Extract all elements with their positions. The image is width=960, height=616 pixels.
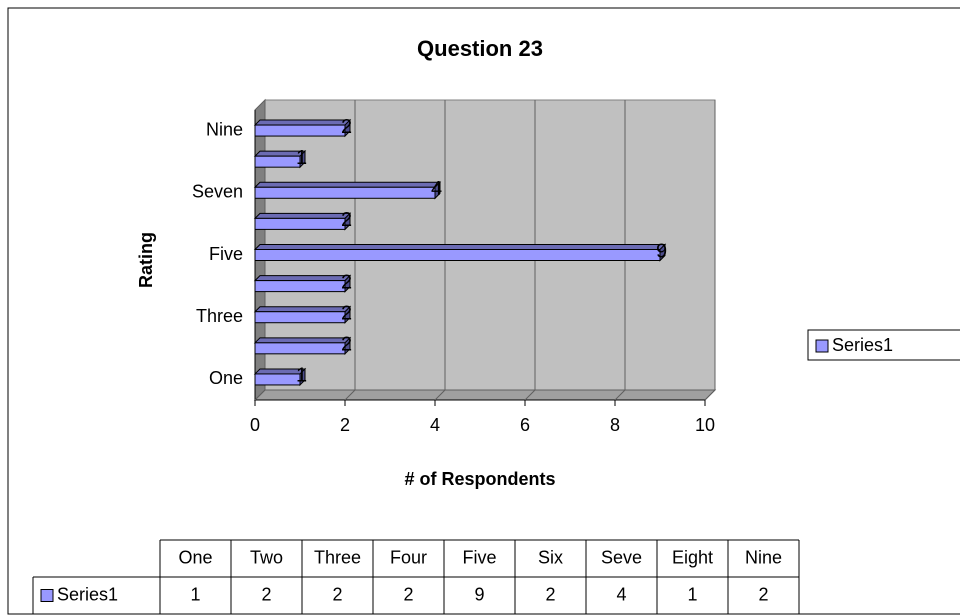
bar-top — [253, 275, 352, 282]
table-header: One — [178, 547, 212, 567]
legend-label: Series1 — [832, 335, 893, 355]
bar — [254, 280, 346, 293]
bar — [254, 342, 346, 355]
y-axis-title: Rating — [136, 232, 156, 288]
bar-top — [253, 306, 352, 313]
table-cell: 2 — [545, 584, 555, 604]
y-tick-label: Seven — [192, 182, 243, 202]
y-tick-label: One — [209, 368, 243, 388]
bar-top — [253, 244, 667, 250]
x-tick-label: 4 — [430, 415, 440, 435]
grid-line — [524, 100, 536, 401]
grid-line — [704, 100, 716, 401]
table-cell: 2 — [261, 584, 271, 604]
table-header: Six — [538, 547, 563, 567]
bar — [254, 373, 301, 386]
y-tick-label: Five — [209, 244, 243, 264]
bar-top — [253, 212, 352, 219]
bar-top — [253, 337, 352, 344]
data-label: 2 — [341, 271, 352, 293]
data-label: 1 — [296, 365, 307, 387]
data-label: 2 — [341, 116, 352, 138]
table-cell: 2 — [332, 584, 342, 604]
floor — [253, 389, 717, 401]
table-header: Two — [250, 547, 283, 567]
bar — [254, 124, 346, 137]
y-tick-label: Nine — [206, 119, 243, 139]
chart-title: Question 23 — [417, 36, 543, 61]
bar-top — [253, 119, 352, 126]
data-label: 1 — [296, 147, 307, 169]
bar — [254, 311, 346, 324]
data-label: 9 — [656, 240, 667, 262]
x-tick-label: 8 — [610, 415, 620, 435]
x-tick-label: 10 — [695, 415, 715, 435]
bar — [254, 249, 661, 261]
bar — [254, 155, 301, 168]
grid-line — [614, 100, 626, 401]
data-label: 4 — [431, 178, 442, 200]
bar — [254, 217, 346, 230]
data-label: 2 — [341, 303, 352, 325]
table-header: Three — [314, 547, 361, 567]
x-tick-label: 6 — [520, 415, 530, 435]
y-tick-label: Three — [196, 306, 243, 326]
table-row-label: Series1 — [57, 584, 118, 604]
x-tick-label: 0 — [250, 415, 260, 435]
data-label: 2 — [341, 334, 352, 356]
table-header: Five — [462, 547, 496, 567]
x-tick-label: 2 — [340, 415, 350, 435]
table-cell: 2 — [403, 584, 413, 604]
table-header: Seve — [601, 547, 642, 567]
bar-top — [253, 181, 442, 188]
table-header: Nine — [745, 547, 782, 567]
grid-line — [434, 100, 446, 401]
table-cell: 2 — [758, 584, 768, 604]
x-axis-title: # of Respondents — [404, 469, 555, 489]
data-label: 2 — [341, 209, 352, 231]
legend-box — [807, 329, 960, 361]
table-header: Four — [390, 547, 427, 567]
table-cell: 9 — [474, 584, 484, 604]
table-cell: 1 — [190, 584, 200, 604]
legend-swatch — [815, 339, 829, 353]
bar — [254, 186, 436, 199]
table-header: Eight — [672, 547, 713, 567]
table-cell: 1 — [687, 584, 697, 604]
table-cell: 4 — [616, 584, 626, 604]
table-swatch — [40, 589, 54, 602]
